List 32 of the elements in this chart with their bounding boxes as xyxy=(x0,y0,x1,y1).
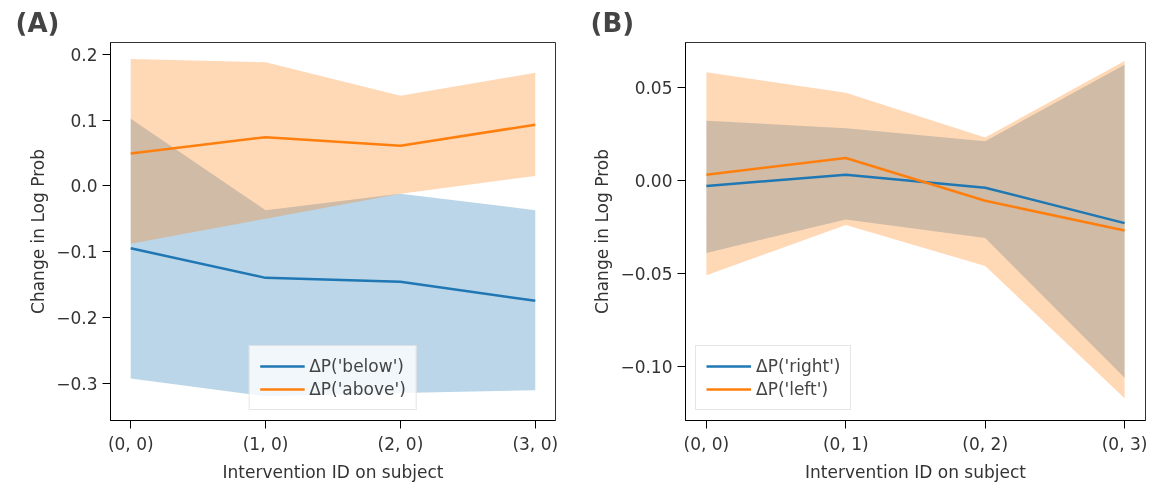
y-axis-title: Change in Log Prob xyxy=(592,149,613,314)
x-tick-label: (1, 0) xyxy=(242,433,289,454)
x-axis-title: Intervention ID on subject xyxy=(222,461,444,482)
y-tick-label: 0.00 xyxy=(634,170,673,191)
y-axis-title: Change in Log Prob xyxy=(28,149,49,314)
line-series xyxy=(129,247,537,303)
x-tick-label: (2, 0) xyxy=(377,433,424,454)
x-tick-label: (0, 0) xyxy=(683,433,730,454)
y-tick-label: −0.3 xyxy=(56,373,98,394)
line-series xyxy=(705,173,1126,225)
legend-label: ΔP('left') xyxy=(756,379,829,399)
y-tick-label: −0.2 xyxy=(56,307,98,328)
x-tick-label: (0, 2) xyxy=(962,433,1009,454)
legend-label: ΔP('above') xyxy=(309,379,406,399)
y-tick-label: −0.05 xyxy=(620,263,673,284)
x-tick-label: (0, 1) xyxy=(822,433,869,454)
x-tick-label: (0, 3) xyxy=(1101,433,1148,454)
x-tick-label: (0, 0) xyxy=(107,433,154,454)
line-series xyxy=(129,123,537,155)
line-series xyxy=(705,156,1126,232)
legend-label: ΔP('right') xyxy=(756,356,841,376)
chart-title: (B) xyxy=(590,7,635,38)
x-tick-label: (3, 0) xyxy=(512,433,559,454)
y-tick-label: −0.1 xyxy=(56,242,98,263)
y-tick-label: −0.10 xyxy=(620,357,673,377)
y-tick-label: 0.05 xyxy=(634,77,673,98)
x-axis-title: Intervention ID on subject xyxy=(805,461,1027,482)
legend-label: ΔP('below') xyxy=(309,356,404,376)
y-tick-label: 0.1 xyxy=(70,110,98,131)
y-tick-label: 0.0 xyxy=(70,176,98,197)
chart-title: (A) xyxy=(15,7,60,38)
y-tick-label: 0.2 xyxy=(70,44,98,65)
